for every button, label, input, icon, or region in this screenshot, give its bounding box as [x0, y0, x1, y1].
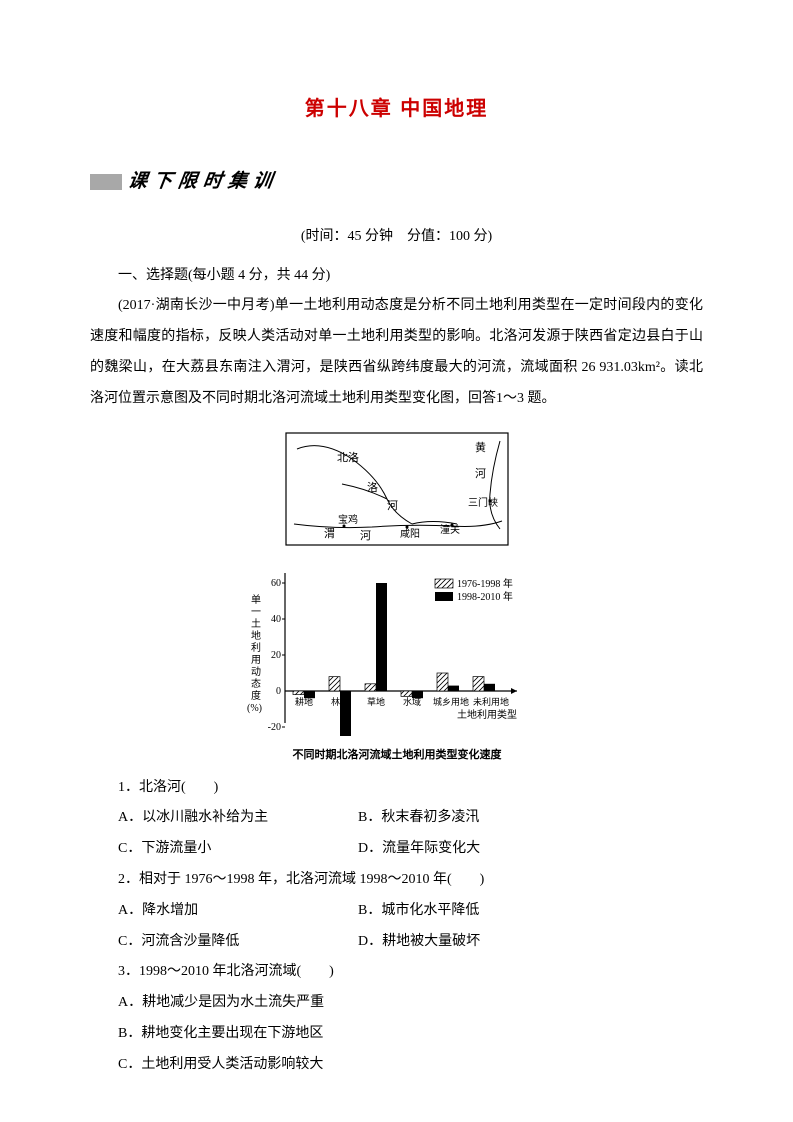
- map-label-he2: 河: [360, 529, 371, 542]
- q3-opt-c: C．土地利用受人类活动影响较大: [90, 1050, 703, 1081]
- map-label-bj: 宝鸡: [338, 513, 358, 526]
- bar-a-1: [329, 676, 340, 690]
- map-label-tg: 潼关: [440, 523, 460, 536]
- ylab-3: 土: [251, 617, 261, 630]
- legend-a: 1976-1998 年: [457, 577, 513, 590]
- cat-1: 林地: [330, 696, 348, 707]
- q3-opt-b: B．耕地变化主要出现在下游地区: [90, 1019, 703, 1050]
- x-axis-label: 土地利用类型: [457, 708, 517, 721]
- chapter-title: 第十八章 中国地理: [90, 90, 703, 128]
- passage-text: (2017·湖南长沙一中月考)单一土地利用动态度是分析不同土地利用类型在一定时间…: [90, 291, 703, 414]
- map-label-luo: 洛: [367, 480, 378, 494]
- ytick-0: 0: [276, 686, 281, 697]
- q2-opt-b: B．城市化水平降低: [358, 896, 479, 927]
- q1-opt-b: B．秋末春初多凌汛: [358, 803, 479, 834]
- q1-opts-row2: C．下游流量小 D．流量年际变化大: [90, 834, 703, 865]
- ytick-60: 60: [271, 578, 281, 589]
- cat-4: 城乡用地: [432, 696, 468, 707]
- bar-chart-figure: 60 40 20 0 -20: [90, 563, 703, 763]
- q2-opts-row1: A．降水增加 B．城市化水平降低: [90, 896, 703, 927]
- cat-3: 水域: [402, 696, 420, 707]
- section-heading: 一、选择题(每小题 4 分，共 44 分): [90, 261, 703, 292]
- bar-b-2: [376, 583, 387, 691]
- cat-5: 未利用地: [472, 696, 508, 707]
- q2-opt-c: C．河流含沙量降低: [118, 927, 358, 958]
- legend-b: 1998-2010 年: [457, 590, 513, 603]
- ylab-4: 地: [251, 629, 261, 642]
- section-header: 课下限时集训: [90, 164, 703, 200]
- header-decoration: [90, 174, 122, 190]
- ylab-7: 动: [251, 666, 261, 678]
- q2-opts-row2: C．河流含沙量降低 D．耕地被大量破坏: [90, 927, 703, 958]
- chart-caption: 不同时期北洛河流域土地利用类型变化速度: [292, 747, 502, 761]
- map-label-smx: 三门峡: [468, 496, 498, 509]
- q2-stem: 2．相对于 1976～1998 年，北洛河流域 1998～2010 年( ): [90, 865, 703, 896]
- q1-opt-d: D．流量年际变化大: [358, 834, 480, 865]
- bar-a-2: [365, 683, 376, 690]
- q3-stem: 3．1998～2010 年北洛河流域( ): [90, 957, 703, 988]
- ylab-9: 度: [251, 689, 261, 702]
- ylab-2: 一: [251, 607, 261, 618]
- bar-a-5: [473, 676, 484, 690]
- bar-a-4: [437, 673, 448, 691]
- ylab-10: (%): [247, 703, 262, 714]
- exam-meta: (时间：45 分钟 分值：100 分): [90, 224, 703, 251]
- ytick-neg20: -20: [267, 722, 280, 733]
- q1-stem: 1．北洛河( ): [90, 773, 703, 804]
- cat-0: 耕地: [294, 696, 312, 707]
- bar-a-0: [293, 691, 304, 695]
- ylab-5: 利: [251, 642, 261, 654]
- bar-a-3: [401, 691, 412, 696]
- q2-opt-a: A．降水增加: [118, 896, 358, 927]
- ylab-6: 用: [251, 655, 261, 666]
- q1-opt-a: A．以冰川融水补给为主: [118, 803, 358, 834]
- q2-opt-d: D．耕地被大量破坏: [358, 927, 480, 958]
- ylab-1: 单: [251, 594, 261, 606]
- map-label-xy: 咸阳: [400, 528, 420, 540]
- map-label-beiluo: 北洛: [337, 450, 359, 464]
- q3-opt-a: A．耕地减少是因为水土流失严重: [90, 988, 703, 1019]
- ylab-8: 态: [251, 677, 261, 690]
- q1-opt-c: C．下游流量小: [118, 834, 358, 865]
- bar-b-5: [484, 683, 495, 690]
- ytick-40: 40: [271, 614, 281, 625]
- map-figure: 北洛 洛 河 渭 河 黄 河 三门峡 潼关 咸阳 宝鸡: [90, 429, 703, 549]
- bar-b-4: [448, 685, 459, 690]
- map-label-he3: 河: [475, 467, 486, 480]
- q1-opts-row1: A．以冰川融水补给为主 B．秋末春初多凌汛: [90, 803, 703, 834]
- cat-2: 草地: [366, 696, 384, 707]
- ytick-20: 20: [271, 650, 281, 661]
- section-title: 课下限时集训: [125, 164, 280, 200]
- map-label-he1: 河: [387, 499, 398, 512]
- map-label-huang: 黄: [475, 440, 486, 454]
- map-label-wei: 渭: [324, 527, 335, 540]
